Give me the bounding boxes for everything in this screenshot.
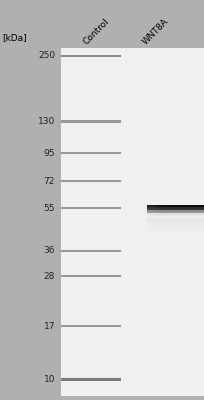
Text: Control: Control [81,16,111,46]
Text: WNT8A: WNT8A [141,16,170,46]
Text: [kDa]: [kDa] [2,33,27,42]
Text: 95: 95 [44,149,55,158]
Text: 10: 10 [44,375,55,384]
Text: 250: 250 [38,51,55,60]
Text: 130: 130 [38,117,55,126]
Text: 28: 28 [44,272,55,280]
Text: 72: 72 [44,176,55,186]
Text: 17: 17 [44,322,55,331]
Text: 36: 36 [44,246,55,255]
Text: 55: 55 [44,204,55,213]
